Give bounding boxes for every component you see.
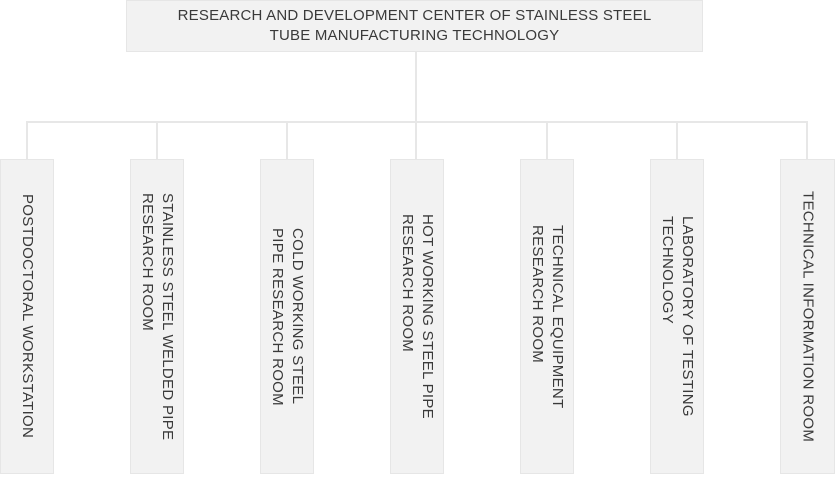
node-stainless-steel-welded-pipe-research-room: STAINLESS STEEL WELDED PIPE RESEARCH ROO…	[130, 159, 184, 474]
connector-trunk	[415, 52, 417, 159]
node-label: LABORATORY OF TESTING TECHNOLOGY	[659, 216, 696, 417]
node-label: HOT WORKING STEEL PIPE RESEARCH ROOM	[399, 214, 436, 419]
node-label: STAINLESS STEEL WELDED PIPE RESEARCH ROO…	[139, 192, 176, 441]
node-laboratory-of-testing-technology: LABORATORY OF TESTING TECHNOLOGY	[650, 159, 704, 474]
root-node: RESEARCH AND DEVELOPMENT CENTER OF STAIN…	[126, 0, 703, 52]
connector-stub	[26, 123, 28, 159]
node-technical-information-room: TECHNICAL INFORMATION ROOM	[780, 159, 835, 474]
node-label: COLD WORKING STEEL PIPE RESEARCH ROOM	[269, 227, 306, 406]
node-cold-working-steel-pipe-research-room: COLD WORKING STEEL PIPE RESEARCH ROOM	[260, 159, 314, 474]
connector-stub	[806, 123, 808, 159]
connector-stub	[546, 123, 548, 159]
root-node-label: RESEARCH AND DEVELOPMENT CENTER OF STAIN…	[177, 7, 652, 44]
connector-horizontal-bar	[26, 121, 808, 123]
node-technical-equipment-research-room: TECHNICAL EQUIPMENT RESEARCH ROOM	[520, 159, 574, 474]
connector-stub	[156, 123, 158, 159]
node-label: TECHNICAL EQUIPMENT RESEARCH ROOM	[529, 224, 566, 409]
node-label: POSTDOCTORAL WORKSTATION	[19, 194, 36, 439]
node-hot-working-steel-pipe-research-room: HOT WORKING STEEL PIPE RESEARCH ROOM	[390, 159, 444, 474]
connector-stub	[286, 123, 288, 159]
node-label: TECHNICAL INFORMATION ROOM	[799, 190, 817, 443]
connector-stub	[676, 123, 678, 159]
node-postdoctoral-workstation: POSTDOCTORAL WORKSTATION	[0, 159, 54, 474]
